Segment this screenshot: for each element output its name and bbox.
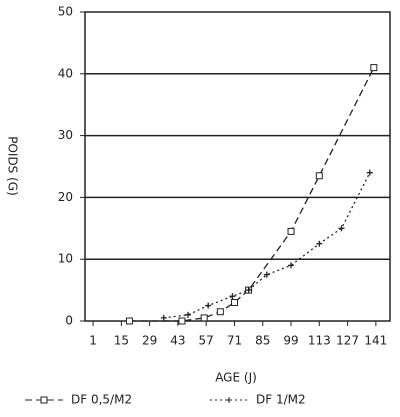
x-tick-label: 57 [199,334,214,348]
y-tick-label: 30 [58,128,73,142]
point [178,317,186,325]
x-axis-label: AGE (J) [215,371,257,385]
x-tick-label: 99 [283,334,298,348]
x-tick-label: 85 [255,334,270,348]
point [185,311,192,318]
x-tick-label: 29 [142,334,157,348]
point [205,302,212,309]
y-tick-label: 10 [58,252,73,266]
x-tick-label: 71 [227,334,242,348]
legend-label: DF 0,5/M2 [71,393,132,407]
x-tick-label: 43 [170,334,185,348]
point [160,314,167,321]
x-tick-label: 141 [364,334,387,348]
x-tick-label: 15 [114,334,129,348]
point [263,271,270,278]
point [287,227,295,235]
x-tick-label: 113 [308,334,331,348]
legend-marker [40,396,48,404]
x-tick-label: 1 [89,334,97,348]
legend-label: DF 1/M2 [256,393,306,407]
point [125,317,133,325]
point [338,225,345,232]
point [230,298,238,306]
point [366,169,373,176]
y-tick-label: 40 [58,66,73,80]
y-tick-label: 50 [58,5,73,19]
point [200,314,208,322]
legend-marker [226,397,232,403]
series-line [129,67,375,322]
point [315,172,323,180]
point [288,262,295,269]
y-tick-label: 0 [65,314,73,328]
point [370,64,378,72]
point [229,293,236,300]
plot-frame [84,11,391,322]
point [316,240,323,247]
x-tick-label: 127 [336,334,359,348]
y-tick-label: 20 [58,190,73,204]
y-axis-label: POIDS (G) [6,136,20,196]
point [216,308,224,316]
point [245,287,252,294]
series-line [163,172,371,319]
